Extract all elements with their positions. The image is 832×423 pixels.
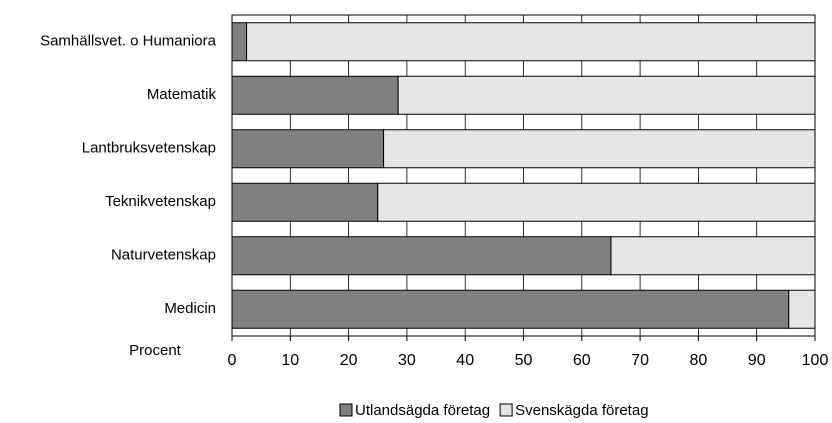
bar-segment xyxy=(383,129,816,169)
bar-segment xyxy=(231,22,248,62)
bar-segment xyxy=(231,129,385,169)
x-tick-label: 40 xyxy=(456,352,474,369)
x-tick-label: 20 xyxy=(340,352,358,369)
bar-segment xyxy=(246,22,816,62)
x-tick-label: 80 xyxy=(690,352,708,369)
legend-swatch xyxy=(499,403,513,417)
bar-segment xyxy=(610,236,816,276)
x-tick-label: 60 xyxy=(573,352,591,369)
x-tick-label: 50 xyxy=(515,352,533,369)
x-tick-label: 10 xyxy=(281,352,299,369)
bar-segment xyxy=(377,182,816,222)
bar-segment xyxy=(231,182,379,222)
legend-swatch xyxy=(339,403,353,417)
y-tick-label: Lantbruksvetenskap xyxy=(82,140,216,157)
y-tick-label: Naturvetenskap xyxy=(111,247,216,264)
x-axis-label: Procent xyxy=(129,342,182,359)
y-tick-label: Matematik xyxy=(147,86,217,103)
legend-label: Utlandsägda företag xyxy=(355,402,490,419)
legend-label: Svenskägda företag xyxy=(515,402,648,419)
bar-segment xyxy=(231,236,612,276)
x-tick-label: 70 xyxy=(631,352,649,369)
y-tick-label: Samhällsvet. o Humaniora xyxy=(40,33,217,50)
x-tick-label: 90 xyxy=(748,352,766,369)
bar-segment xyxy=(231,75,399,115)
y-tick-label: Teknikvetenskap xyxy=(105,193,216,210)
y-tick-label: Medicin xyxy=(164,300,216,317)
x-tick-label: 100 xyxy=(802,352,829,369)
x-tick-label: 30 xyxy=(398,352,416,369)
bar-segment xyxy=(397,75,816,115)
bar-segment xyxy=(231,289,790,329)
bar-segment xyxy=(788,289,816,329)
x-tick-label: 0 xyxy=(228,352,237,369)
